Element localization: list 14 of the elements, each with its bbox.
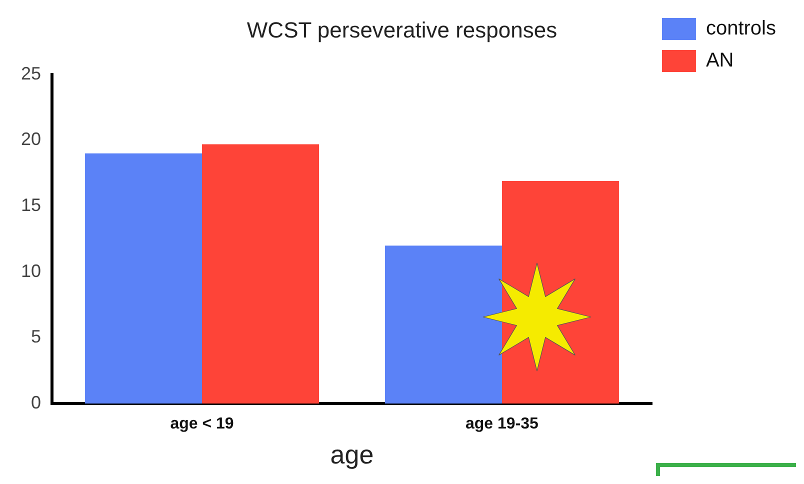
y-tick-label: 20 (20, 129, 42, 150)
bar (85, 153, 202, 404)
bar (202, 144, 319, 404)
x-tick-label: age 19-35 (466, 416, 539, 433)
y-tick-label: 15 (20, 195, 42, 216)
legend-label: controls (706, 18, 776, 40)
y-tick-label: 0 (31, 392, 42, 413)
y-tick-label: 5 (31, 326, 42, 347)
legend-label: AN (706, 50, 734, 72)
y-tick-label: 10 (20, 260, 42, 281)
y-tick-label: 25 (20, 63, 42, 84)
chart-title: WCST perseverative responses (246, 17, 558, 42)
x-tick-label: age < 19 (170, 416, 234, 433)
x-axis-title: age (330, 440, 374, 470)
